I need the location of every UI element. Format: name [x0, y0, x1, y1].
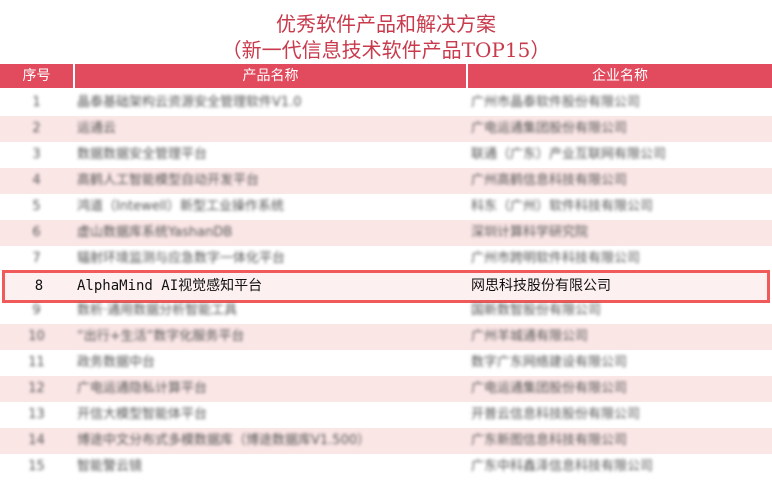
row-number: 6 — [32, 225, 41, 240]
product-name: 政务数据中台 — [77, 355, 156, 370]
company-name: 网思科技股份有限公司 — [471, 278, 611, 294]
company-name: 联通（广东）产业互联网有限公司 — [471, 147, 667, 162]
company-name: 广州高鹤信息科技有限公司 — [471, 173, 628, 188]
page-title: 优秀软件产品和解决方案 — [276, 12, 496, 36]
table-row: 11 政务数据中台 数字广东网络建设有限公司 — [0, 350, 772, 376]
company-name: 深圳计算科学研究院 — [471, 225, 589, 240]
header-product: 产品名称 — [75, 64, 466, 88]
table-row: 12 广电运通隐私计算平台 广电运通集团股份有限公司 — [0, 376, 772, 402]
row-number: 7 — [32, 251, 41, 266]
company-name: 广电运通集团股份有限公司 — [471, 381, 628, 396]
product-name: 鸿道（Intewell）新型工业操作系统 — [77, 199, 285, 214]
table-row: 3 数据数据安全管理平台 联通（广东）产业互联网有限公司 — [0, 142, 772, 168]
table-row-highlighted: 8 AlphaMind AI视觉感知平台 网思科技股份有限公司 — [2, 270, 770, 303]
product-name: 智能警云镜 — [77, 459, 143, 474]
table-row: 1 晶泰基础架构云资源安全管理软件V1.0 广州市晶泰软件股份有限公司 — [0, 90, 772, 116]
page-subtitle: （新一代信息技术软件产品TOP15） — [221, 38, 551, 62]
company-name: 数字广东网络建设有限公司 — [471, 355, 628, 370]
company-name: 广电运通集团股份有限公司 — [471, 121, 628, 136]
table-row: 5 鸿道（Intewell）新型工业操作系统 科东（广州）软件科技有限公司 — [0, 194, 772, 220]
row-number: 3 — [32, 147, 41, 162]
table-row: 13 开信大模型智能体平台 开普云信息科技股份有限公司 — [0, 402, 772, 428]
product-name: 博途中文分布式多模数据库（博途数据库V1.500） — [77, 433, 371, 448]
row-number: 13 — [28, 407, 45, 422]
product-name: 高鹤人工智能模型自动开发平台 — [77, 173, 260, 188]
product-name: 辐射环境监测与应急数字一体化平台 — [77, 251, 286, 266]
table-row: 7 辐射环境监测与应急数字一体化平台 广州市跨明软件科技有限公司 — [0, 246, 772, 272]
row-number: 14 — [28, 433, 45, 448]
product-name: 数据数据安全管理平台 — [77, 147, 208, 162]
company-name: 广州市晶泰软件股份有限公司 — [471, 95, 641, 110]
row-number: 15 — [28, 459, 45, 474]
company-name: 广东中科鑫泽信息科技有限公司 — [471, 459, 654, 474]
row-number: 12 — [28, 381, 45, 396]
product-name: 晶泰基础架构云资源安全管理软件V1.0 — [77, 95, 302, 110]
row-number: 1 — [32, 95, 41, 110]
product-name: 运通云 — [77, 121, 117, 136]
table-row: 10 “出行+生活”数字化服务平台 广州羊城通有限公司 — [0, 324, 772, 350]
table-row: 4 高鹤人工智能模型自动开发平台 广州高鹤信息科技有限公司 — [0, 168, 772, 194]
row-number: 8 — [34, 278, 44, 294]
product-name: 虚山数据库系统YashanDB — [77, 225, 233, 240]
row-number: 11 — [28, 355, 45, 370]
table-row: 15 智能警云镜 广东中科鑫泽信息科技有限公司 — [0, 454, 772, 480]
row-number: 5 — [32, 199, 41, 214]
company-name: 广州市跨明软件科技有限公司 — [471, 251, 641, 266]
company-name: 科东（广州）软件科技有限公司 — [471, 199, 654, 214]
row-number: 10 — [28, 329, 45, 344]
company-name: 广东新图信息科技有限公司 — [471, 433, 628, 448]
product-name: AlphaMind AI视觉感知平台 — [77, 278, 263, 294]
table-row: 2 运通云 广电运通集团股份有限公司 — [0, 116, 772, 142]
company-name: 广州羊城通有限公司 — [471, 329, 589, 344]
row-number: 4 — [32, 173, 41, 188]
row-number: 9 — [32, 303, 41, 318]
company-name: 开普云信息科技股份有限公司 — [471, 407, 641, 422]
product-name: “出行+生活”数字化服务平台 — [77, 329, 245, 344]
product-name: 广电运通隐私计算平台 — [77, 381, 208, 396]
company-name: 国新数智股份有限公司 — [471, 303, 602, 318]
table-row: 6 虚山数据库系统YashanDB 深圳计算科学研究院 — [0, 220, 772, 246]
table-row: 14 博途中文分布式多模数据库（博途数据库V1.500） 广东新图信息科技有限公司 — [0, 428, 772, 454]
product-name: 开信大模型智能体平台 — [77, 407, 208, 422]
header-no: 序号 — [0, 64, 73, 88]
table-row: 9 数析·通用数据分析智能工具 国新数智股份有限公司 — [0, 298, 772, 324]
header-company: 企业名称 — [468, 64, 772, 88]
product-name: 数析·通用数据分析智能工具 — [77, 303, 238, 318]
row-number: 2 — [32, 121, 41, 136]
